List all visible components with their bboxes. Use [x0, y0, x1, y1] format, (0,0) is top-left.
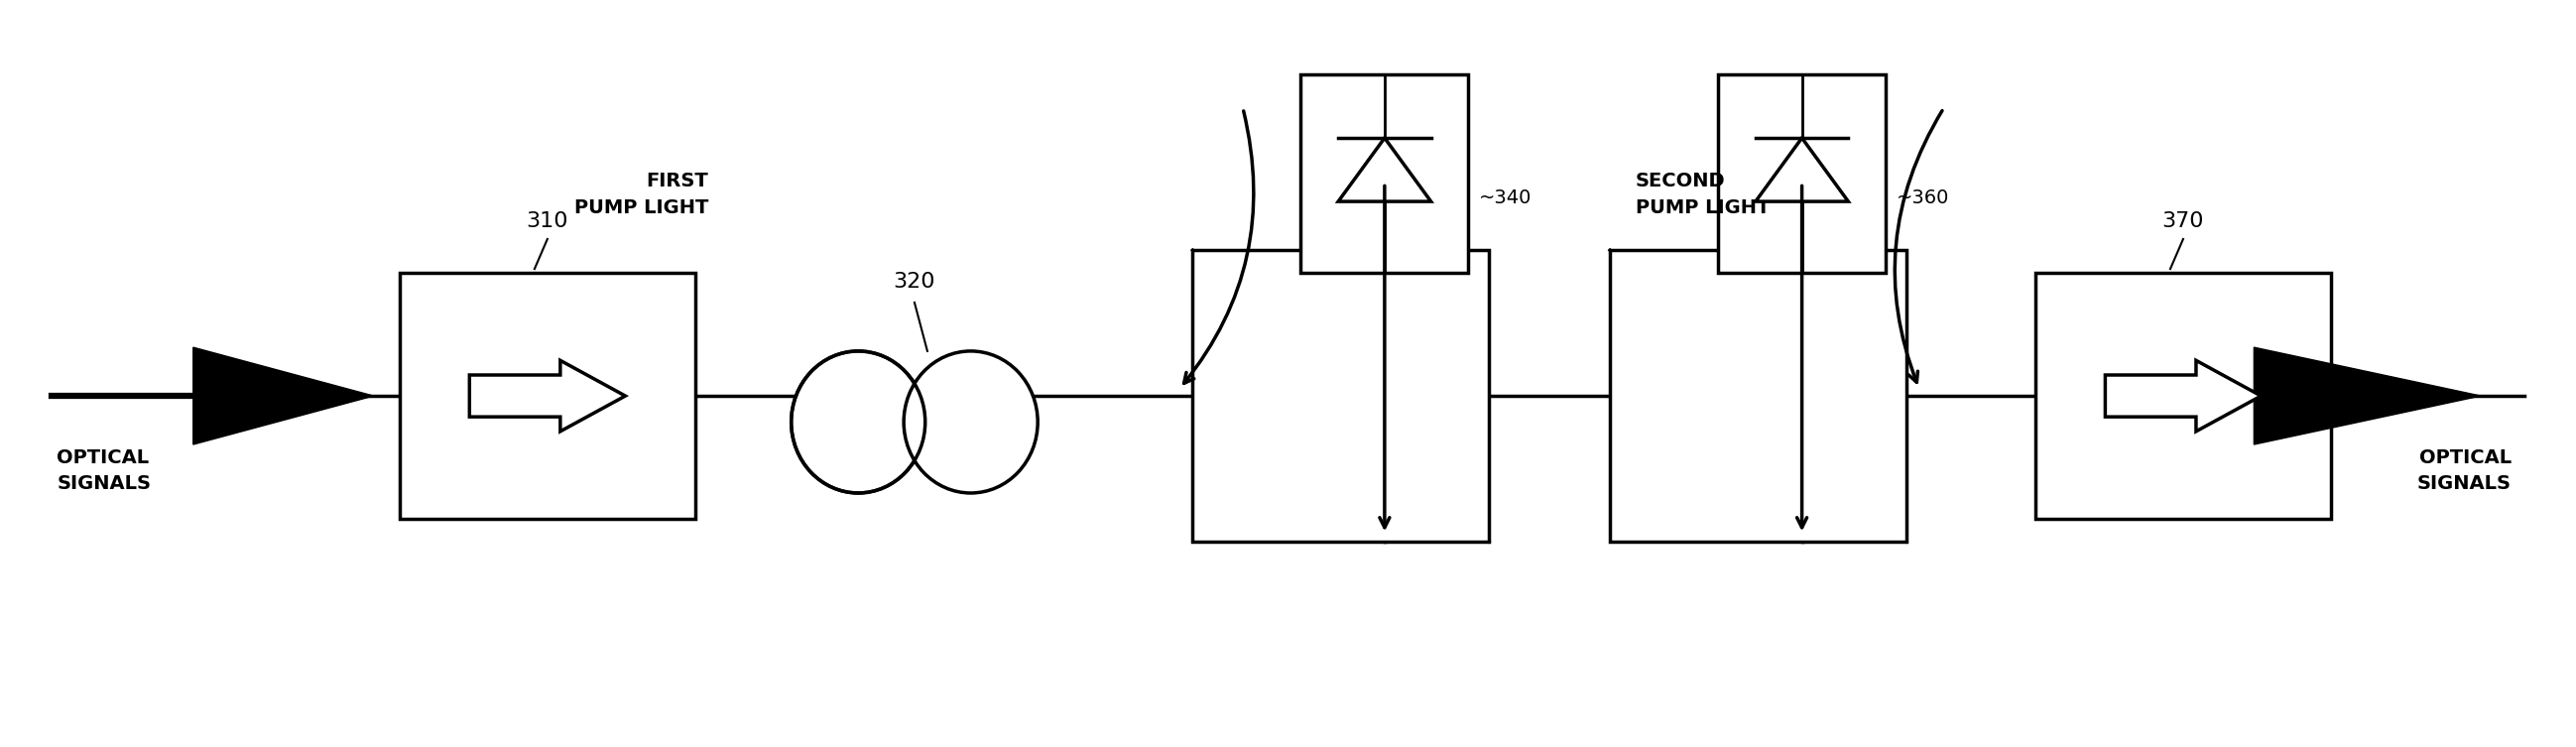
Text: FIRST
PUMP LIGHT: FIRST PUMP LIGHT	[574, 172, 708, 217]
Text: ~340: ~340	[1479, 188, 1533, 207]
Text: 330: 330	[1319, 189, 1363, 209]
Polygon shape	[2105, 361, 2262, 432]
Polygon shape	[1340, 138, 1432, 202]
Bar	[1301, 75, 1468, 273]
Text: 320: 320	[894, 271, 935, 291]
Bar	[1610, 250, 1906, 542]
Text: OPTICAL
SIGNALS: OPTICAL SIGNALS	[2416, 448, 2512, 493]
Bar	[1718, 75, 1886, 273]
Ellipse shape	[904, 351, 1038, 493]
Polygon shape	[193, 347, 374, 444]
Polygon shape	[2254, 347, 2481, 444]
Bar	[2035, 273, 2331, 519]
Polygon shape	[469, 361, 626, 432]
Text: 370: 370	[2161, 211, 2205, 232]
Text: 310: 310	[526, 211, 569, 232]
Ellipse shape	[791, 351, 925, 493]
Bar	[399, 273, 696, 519]
Text: OPTICAL
SIGNALS: OPTICAL SIGNALS	[57, 448, 152, 493]
Polygon shape	[1757, 138, 1850, 202]
Text: 350: 350	[1736, 189, 1780, 209]
Text: ~360: ~360	[1896, 188, 1950, 207]
Text: SECOND
PUMP LIGHT: SECOND PUMP LIGHT	[1636, 172, 1770, 217]
Bar	[1193, 250, 1489, 542]
